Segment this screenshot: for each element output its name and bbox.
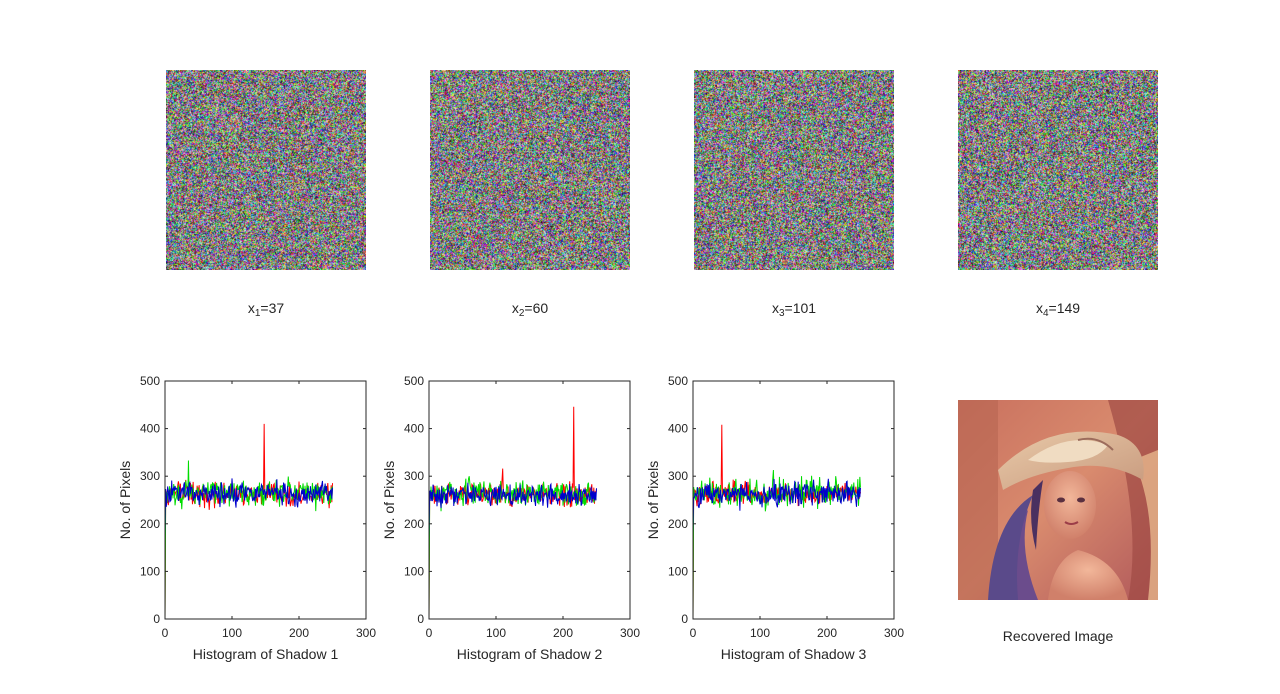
x-tick-label: 300 <box>884 626 904 640</box>
shadow-image-1 <box>166 70 366 270</box>
x-tick-label: 0 <box>690 626 697 640</box>
y-tick-label: 500 <box>668 374 688 388</box>
y-tick-label: 200 <box>140 517 160 531</box>
y-tick-label: 400 <box>404 422 424 436</box>
axes-box <box>692 380 895 620</box>
x-tick-label: 0 <box>162 626 169 640</box>
x-tick-label: 200 <box>817 626 837 640</box>
y-tick-label: 300 <box>404 469 424 483</box>
x-tick-label: 200 <box>289 626 309 640</box>
y-axis-label: No. of Pixels <box>117 461 133 540</box>
histogram-1: 0 100 200 300 0 100 200 300 400 500 Histogram of S… <box>117 374 376 662</box>
y-axis-label: No. of Pixels <box>645 461 661 540</box>
histogram-3: 0 100 200 300 0 100 200 300 400 500 Histogram of S… <box>645 374 904 662</box>
y-tick-label: 0 <box>417 612 424 626</box>
y-tick-label: 100 <box>668 564 688 578</box>
y-tick-label: 200 <box>668 517 688 531</box>
x-tick-label: 100 <box>750 626 770 640</box>
axes-box <box>164 380 367 620</box>
recovered-image <box>958 400 1158 600</box>
x-axis-label: Histogram of Shadow 2 <box>457 646 603 662</box>
x-tick-label: 0 <box>426 626 433 640</box>
y-tick-label: 0 <box>153 612 160 626</box>
histogram-2: 0 100 200 300 0 100 200 300 400 500 Histogram of S… <box>381 374 640 662</box>
recovered-caption: Recovered Image <box>1002 628 1114 644</box>
x-tick-label: 300 <box>620 626 640 640</box>
shadow-image-4 <box>958 70 1158 270</box>
series-line-3 <box>692 478 861 534</box>
share-caption-4: x4=149 <box>1035 300 1081 319</box>
shadow-image-2 <box>430 70 630 270</box>
x-tick-label: 300 <box>356 626 376 640</box>
y-axis-label: No. of Pixels <box>381 461 397 540</box>
x-tick-label: 100 <box>486 626 506 640</box>
y-tick-label: 0 <box>681 612 688 626</box>
share-caption-2: x2=60 <box>511 300 549 319</box>
series-line-3 <box>164 478 333 536</box>
x-tick-label: 100 <box>222 626 242 640</box>
y-tick-label: 100 <box>140 564 160 578</box>
share-caption-3: x3=101 <box>771 300 817 319</box>
x-axis-label: Histogram of Shadow 1 <box>193 646 339 662</box>
y-tick-label: 100 <box>404 564 424 578</box>
axes-box <box>428 380 631 620</box>
plot-area <box>429 381 630 619</box>
shadow-image-3 <box>694 70 894 270</box>
share-caption-1: x1=37 <box>247 300 285 319</box>
x-axis-label: Histogram of Shadow 3 <box>721 646 867 662</box>
y-tick-label: 200 <box>404 517 424 531</box>
y-tick-label: 400 <box>140 422 160 436</box>
y-tick-label: 500 <box>404 374 424 388</box>
y-tick-label: 400 <box>668 422 688 436</box>
x-tick-label: 200 <box>553 626 573 640</box>
series-line-3 <box>428 482 597 539</box>
y-tick-label: 300 <box>668 469 688 483</box>
y-tick-label: 500 <box>140 374 160 388</box>
y-tick-label: 300 <box>140 469 160 483</box>
